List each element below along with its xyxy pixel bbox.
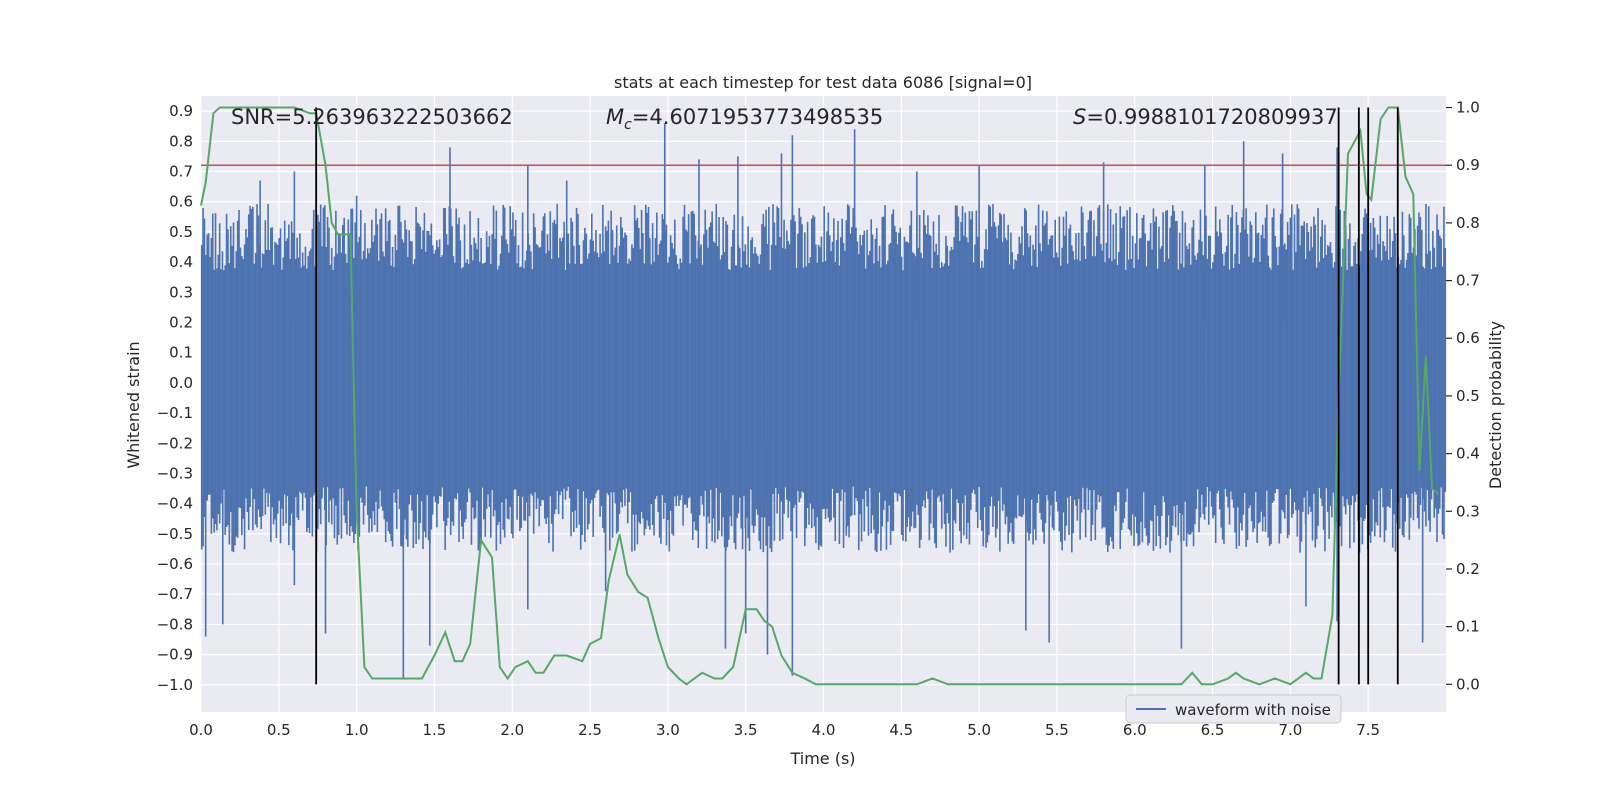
y2-tick-label: 0.9 [1456, 156, 1480, 174]
x-tick-label: 7.0 [1278, 721, 1302, 739]
y-tick-label: 0.8 [169, 132, 193, 150]
y2-tick-label: 0.4 [1456, 445, 1480, 463]
y2-tick-label: 0.8 [1456, 214, 1480, 232]
y-tick-label: 0.3 [169, 283, 193, 301]
score-annotation: S=0.9988101720809937 [1073, 105, 1338, 129]
y-tick-label: −0.2 [157, 434, 193, 452]
y2-axis-label: Detection probability [1486, 321, 1505, 489]
x-tick-label: 5.0 [967, 721, 991, 739]
y-axis-label: Whitened strain [124, 341, 143, 468]
y-tick-label: −0.3 [157, 464, 193, 482]
y-tick-label: −0.9 [157, 646, 193, 664]
y-tick-label: −0.4 [157, 495, 193, 513]
y-tick-label: 0.4 [169, 253, 193, 271]
x-tick-label: 0.0 [189, 721, 213, 739]
y2-tick-label: 0.2 [1456, 560, 1480, 578]
x-tick-label: 6.5 [1201, 721, 1225, 739]
y-tick-label: 0.2 [169, 313, 193, 331]
detection-probability-line [200, 106, 1439, 686]
x-tick-label: 3.5 [734, 721, 758, 739]
y-tick-label: −0.5 [157, 525, 193, 543]
chirp-mass-symbol: M [606, 105, 624, 129]
y-tick-label: 0.1 [169, 344, 193, 362]
overlay-lines [200, 106, 1446, 686]
score-symbol: S [1073, 105, 1086, 129]
chirp-mass-subscript: c [624, 117, 632, 133]
x-tick-label: 6.0 [1123, 721, 1147, 739]
x-axis-ticks: 0.0 0.5 1.0 1.5 2.0 2.5 3.0 3.5 4.0 4.5 5.0 5.5 6.0 6… [189, 721, 1380, 739]
y-tick-label: 0.9 [169, 102, 193, 120]
y2-tick-label: 0.7 [1456, 272, 1480, 290]
x-tick-label: 3.0 [656, 721, 680, 739]
y2-tick-label: 0.3 [1456, 502, 1480, 520]
y-axis-ticks: 0.9 0.8 0.7 0.6 0.5 0.4 0.3 0.2 0.1 0.0 −0.1 −0.2 −0… [157, 102, 193, 694]
y2-tick-label: 1.0 [1456, 99, 1480, 117]
x-tick-label: 2.0 [500, 721, 524, 739]
x-tick-label: 1.5 [423, 721, 447, 739]
y2-tick-label: 0.0 [1456, 675, 1480, 693]
score-value: =0.9988101720809937 [1086, 105, 1337, 129]
y-tick-label: −0.8 [157, 615, 193, 633]
chirp-mass-value: =4.6071953773498535 [632, 105, 883, 129]
y2-axis-ticks: 1.0 0.9 0.8 0.7 0.6 0.5 0.4 0.3 0.2 0.1 0.0 [1446, 99, 1480, 693]
x-tick-label: 2.5 [578, 721, 602, 739]
y-tick-label: 0.0 [169, 374, 193, 392]
x-axis-label: Time (s) [789, 749, 855, 768]
y-tick-label: −0.7 [157, 585, 193, 603]
x-tick-label: 0.5 [267, 721, 291, 739]
y-tick-label: 0.7 [169, 162, 193, 180]
snr-annotation: SNR=5.263963222503662 [231, 105, 513, 129]
chirp-mass-annotation: Mc=4.6071953773498535 [606, 105, 883, 133]
y-tick-label: −0.6 [157, 555, 193, 573]
x-tick-label: 5.5 [1045, 721, 1069, 739]
legend: waveform with noise [1125, 694, 1342, 724]
y-tick-label: 0.5 [169, 223, 193, 241]
x-tick-label: 7.5 [1356, 721, 1380, 739]
y-tick-label: −1.0 [157, 676, 193, 694]
legend-label: waveform with noise [1175, 701, 1331, 719]
x-tick-label: 1.0 [345, 721, 369, 739]
y-tick-label: −0.1 [157, 404, 193, 422]
y2-tick-label: 0.6 [1456, 329, 1480, 347]
x-tick-label: 4.0 [812, 721, 836, 739]
y2-tick-label: 0.1 [1456, 618, 1480, 636]
y-tick-label: 0.6 [169, 193, 193, 211]
x-tick-label: 4.5 [889, 721, 913, 739]
chart-title: stats at each timestep for test data 608… [614, 73, 1032, 92]
y2-tick-label: 0.5 [1456, 387, 1480, 405]
legend-box [1125, 694, 1342, 724]
